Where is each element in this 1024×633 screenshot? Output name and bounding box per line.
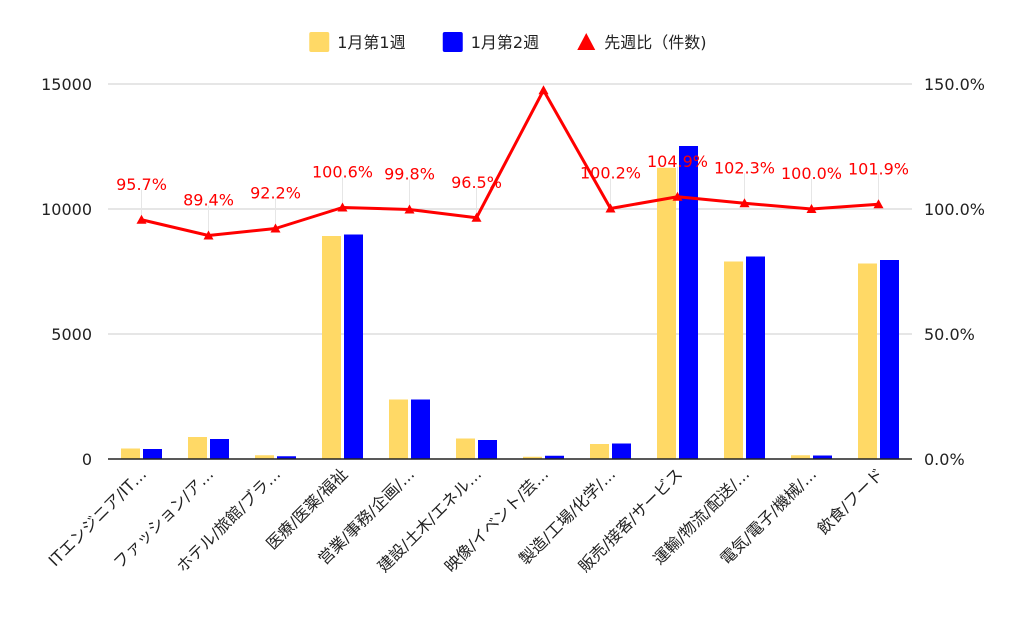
data-label: 92.2%	[250, 184, 301, 203]
data-label: 100.2%	[580, 164, 641, 183]
data-labels: 95.7% 89.4% 92.2% 100.6% 99.8% 96.5% 100.2% 104…	[116, 152, 909, 210]
bar	[858, 263, 877, 459]
data-label: 102.3%	[714, 158, 775, 177]
right-tick-label: 100.0%	[924, 200, 985, 219]
line-point	[404, 204, 415, 214]
line-point	[203, 230, 214, 240]
bar	[255, 455, 274, 459]
line-point	[672, 191, 683, 201]
gridlines	[108, 83, 912, 335]
x-axis-categories: ITエンジニア/IT…ファッション/ア…ホテル/旅館/ブラ…医療/医薬/福祉営業…	[45, 464, 888, 576]
bar	[188, 437, 207, 459]
bar	[791, 455, 810, 459]
bar	[389, 399, 408, 459]
data-label: 96.5%	[451, 173, 502, 192]
right-axis-ticks: 0.0% 50.0% 100.0% 150.0%	[924, 75, 985, 469]
bar	[411, 399, 430, 459]
bars	[121, 146, 899, 459]
series-line	[141, 88, 879, 237]
bar	[724, 261, 743, 459]
line-point	[605, 203, 616, 213]
legend-label: 1月第2週	[471, 33, 539, 52]
line-point	[337, 202, 348, 212]
right-tick-label: 150.0%	[924, 75, 985, 94]
left-tick-label: 0	[82, 450, 92, 469]
data-label: 100.0%	[781, 164, 842, 183]
legend: 1月第1週 1月第2週 先週比（件数)	[309, 32, 707, 52]
bar	[590, 444, 609, 459]
bar	[344, 234, 363, 459]
legend-swatch	[577, 33, 596, 50]
data-label: 95.7%	[116, 175, 167, 194]
left-tick-label: 10000	[41, 200, 92, 219]
bar	[523, 456, 542, 459]
right-tick-label: 50.0%	[924, 325, 975, 344]
bar	[277, 456, 296, 459]
line-point	[806, 204, 817, 213]
right-tick-label: 0.0%	[924, 450, 965, 469]
bar	[880, 260, 899, 459]
data-label: 89.4%	[183, 191, 234, 210]
data-label: 100.6%	[312, 163, 373, 182]
left-axis-ticks: 0 5000 10000 15000	[41, 75, 92, 469]
data-label: 104.9%	[647, 152, 708, 171]
bar	[746, 256, 765, 459]
bar	[456, 438, 475, 459]
left-tick-label: 5000	[51, 325, 92, 344]
bar	[210, 439, 229, 459]
line-point	[471, 212, 482, 222]
bar	[657, 167, 676, 459]
line-point	[873, 199, 884, 209]
legend-swatch	[442, 32, 463, 52]
bar	[143, 449, 162, 459]
line-point	[739, 198, 750, 208]
ratio-line	[136, 85, 884, 240]
line-point	[136, 214, 147, 224]
left-tick-label: 15000	[41, 75, 92, 94]
data-label: 101.9%	[848, 159, 909, 178]
line-point	[270, 223, 281, 233]
bar	[322, 236, 341, 459]
label-leader-lines	[141, 166, 879, 232]
bar	[679, 146, 698, 459]
bar	[612, 443, 631, 459]
bar	[545, 455, 564, 459]
legend-label: 先週比（件数)	[604, 33, 706, 52]
bar	[813, 455, 832, 459]
data-label: 99.8%	[384, 165, 435, 184]
legend-label: 1月第1週	[337, 33, 405, 52]
legend-swatch	[309, 32, 330, 52]
line-point	[538, 85, 549, 95]
bar	[121, 448, 140, 459]
x-tick-label: 飲食/フード	[814, 464, 888, 538]
bar	[478, 440, 497, 459]
